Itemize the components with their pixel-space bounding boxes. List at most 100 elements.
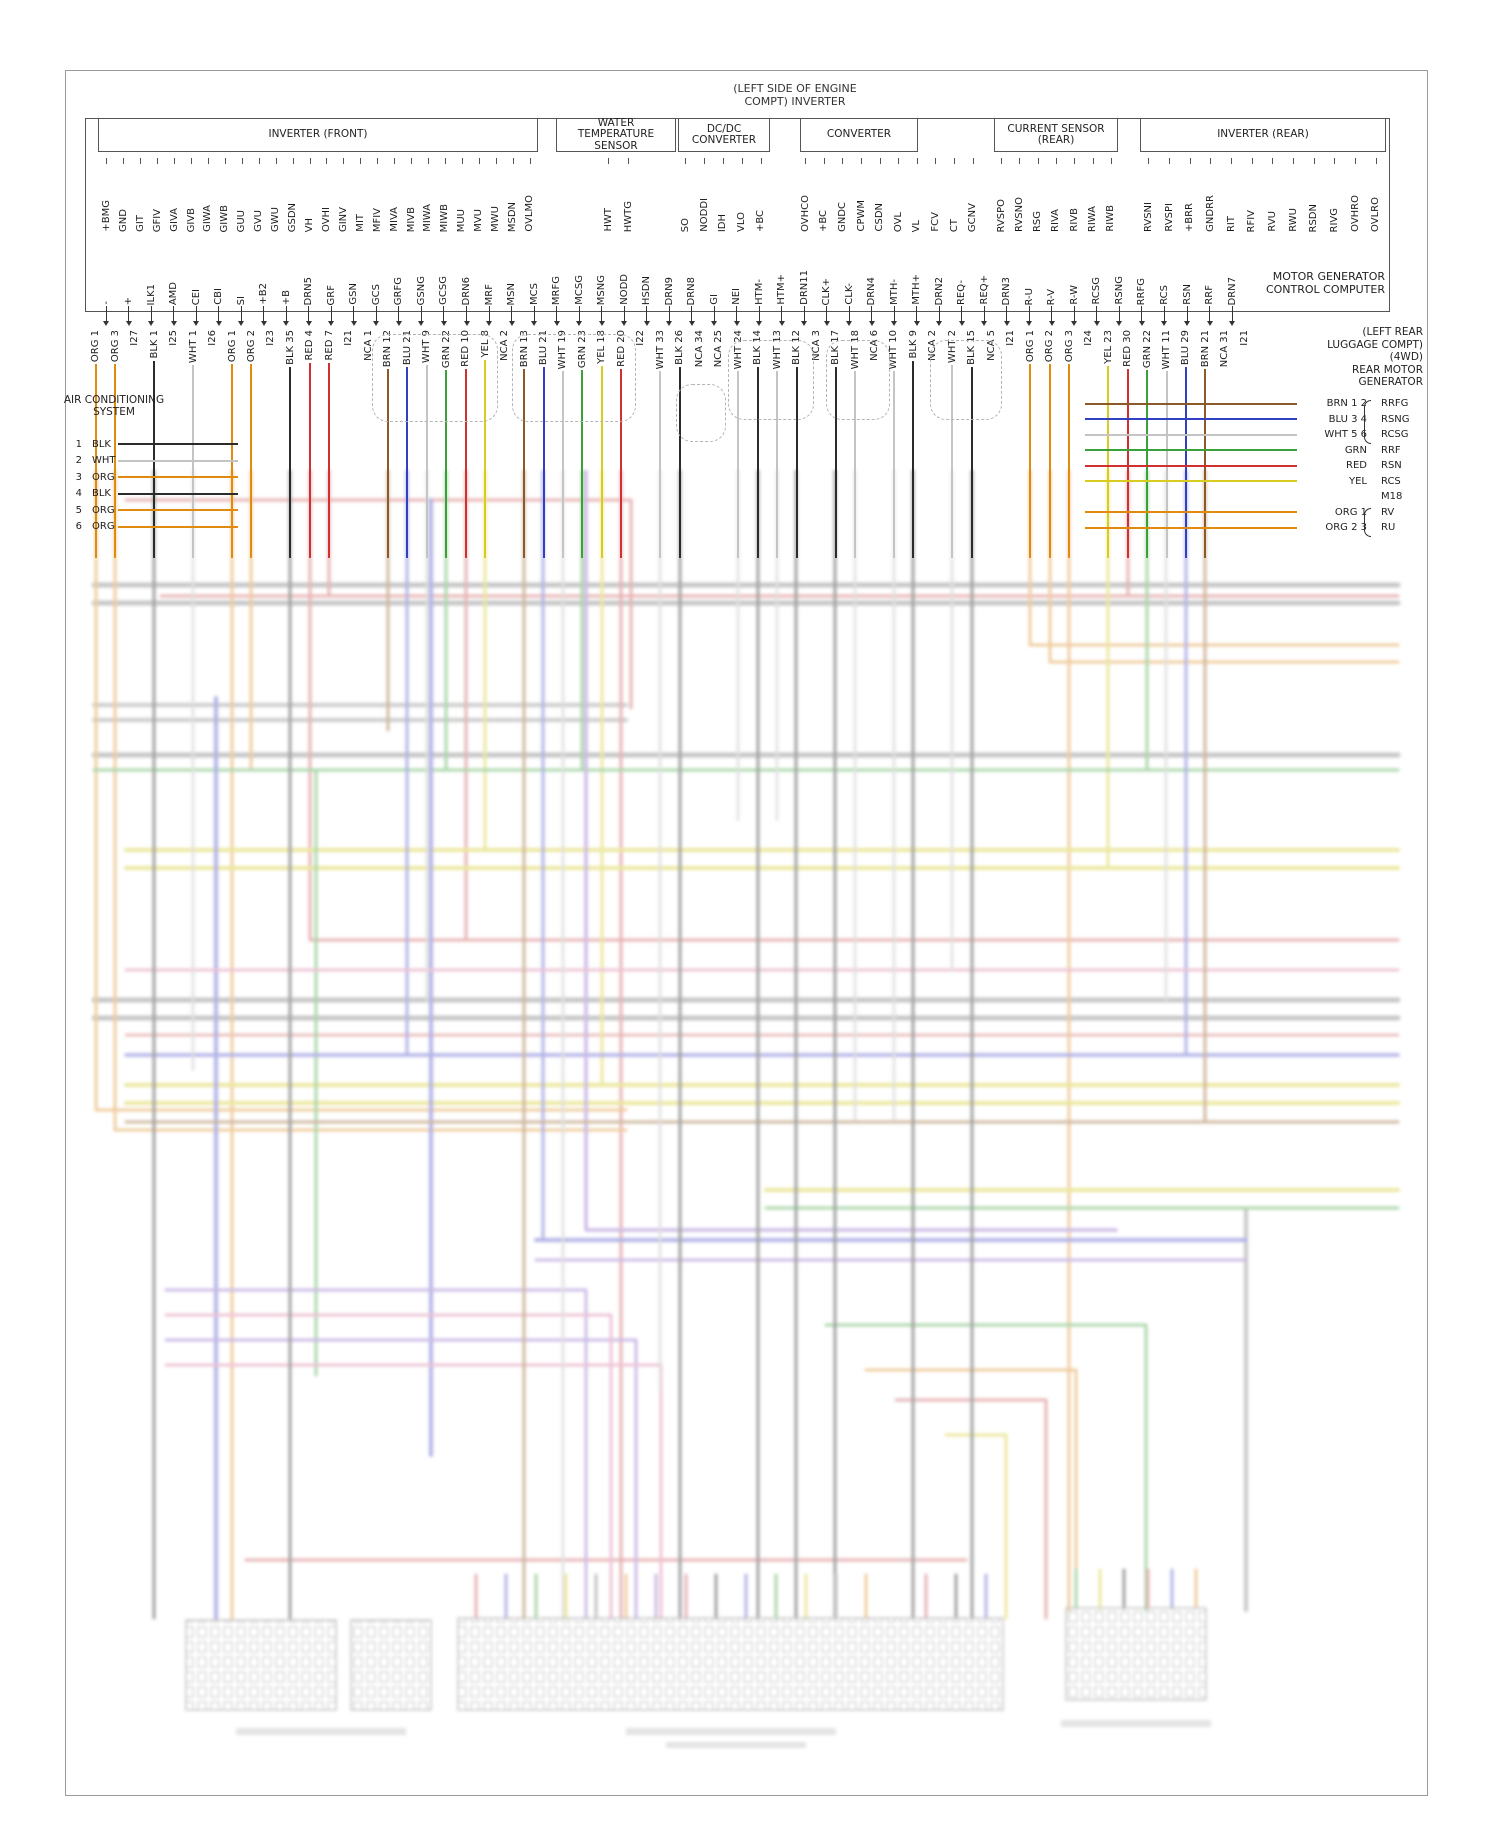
rear-location-line: (4WD) — [1389, 351, 1423, 363]
pin-label: GVU — [253, 210, 265, 232]
down-arrow-icon — [643, 321, 650, 326]
down-arrow-icon — [1093, 321, 1100, 326]
pin-tick — [275, 158, 277, 164]
pin-tick — [224, 158, 226, 164]
wire-line — [912, 360, 915, 558]
bottom-pin-cell: DRN2 — [928, 238, 951, 326]
wire-label: ORG 3 — [109, 330, 121, 363]
wire-label: ORG 3 — [1063, 330, 1075, 363]
down-arrow-icon — [215, 321, 222, 326]
bottom-pin-cell: DRN5 — [298, 238, 321, 326]
pin-label: RFIV — [1246, 209, 1258, 233]
pin-cell: CT — [945, 158, 964, 232]
bottom-pin-cell: GRF — [320, 238, 343, 326]
rear-wire-label: BLU 3 4 — [1328, 413, 1367, 425]
pin-tick — [444, 158, 446, 164]
pin-cell: MIWA — [420, 158, 437, 232]
wire-line — [1126, 368, 1129, 558]
pin-cell: VL — [908, 158, 927, 232]
wire-label: RED 7 — [323, 330, 335, 361]
pin-tick — [628, 158, 629, 164]
rear-row: ORG 1 RV — [1085, 505, 1425, 521]
bottom-pin-cell: CLK- — [838, 238, 861, 326]
bottom-pin-label: DRN4 — [866, 276, 878, 306]
wire-label: I26 — [207, 330, 219, 346]
wire-cell: RED 4 — [300, 330, 319, 558]
bottom-pin-label: REQ- — [956, 279, 968, 305]
pin-tick — [191, 158, 193, 164]
bottom-pin-cell: REQ- — [951, 238, 974, 326]
section-header-inverter-front: INVERTER (FRONT) — [98, 118, 538, 152]
pin-label: GINV — [337, 206, 349, 232]
wire-line — [854, 371, 857, 558]
down-arrow-icon — [440, 321, 447, 326]
bottom-pin-cell: CLK+ — [816, 238, 839, 326]
main-title: (LEFT SIDE OF ENGINE COMPT) INVERTER — [620, 82, 970, 108]
down-arrow-icon — [958, 321, 965, 326]
wire-line — [1068, 364, 1071, 558]
wire-cell: NCA 34 — [690, 330, 709, 558]
pin-tick — [760, 158, 762, 164]
pin-label: RIT — [1225, 215, 1237, 232]
pin-cell: +BC — [751, 158, 770, 232]
pin-cell: OVHCO — [796, 158, 815, 232]
pin-tick — [292, 158, 294, 164]
pin-stem — [893, 306, 895, 321]
wire-line — [678, 366, 681, 558]
pin-label: +BC — [755, 209, 767, 232]
pin-label: OVLRO — [1370, 197, 1382, 232]
pin-stem — [466, 306, 467, 321]
pin-stem — [556, 306, 558, 321]
ac-pin-number: 5 — [75, 504, 82, 516]
pin-stem — [353, 306, 355, 321]
wire-label: BLK 1 — [148, 330, 160, 359]
pin-cell: RSDN — [1303, 158, 1324, 232]
bottom-pin-cell: CEI — [185, 238, 208, 326]
down-arrow-icon — [1116, 321, 1123, 326]
rear-wire-label: YEL — [1349, 475, 1367, 487]
shield-outline — [676, 384, 726, 442]
bottom-pin-label: MCS — [528, 283, 540, 305]
wire-line — [970, 366, 973, 558]
ac-row: 6 ORG — [64, 519, 238, 536]
wire-label: BRN 21 — [1199, 330, 1211, 368]
pin-stem — [375, 306, 377, 321]
top-pins-rear: RVSNI RVSPI +BRR GNDRR RIT RFIV RVU RWU RSDN RIVG… — [1138, 158, 1386, 234]
wire-cell: ORG 2 — [1040, 330, 1059, 558]
pin-stem — [1096, 306, 1098, 321]
pin-cell: HWTG — [618, 158, 638, 232]
wire-cell: WHT 33 — [651, 330, 670, 558]
pin-tick — [1375, 158, 1377, 164]
wire-cell: RED 10 — [456, 330, 475, 558]
bottom-pin-label: MRF — [483, 283, 495, 305]
wire-label: ORG 1 — [1024, 330, 1036, 363]
wire-line — [1184, 367, 1187, 558]
wire-cell: BLK 26 — [670, 330, 689, 558]
rear-location-line: GENERATOR — [1358, 376, 1423, 388]
ac-row: 5 ORG — [64, 502, 238, 519]
bottom-pin-label: RCS — [1158, 285, 1170, 305]
pin-label: RIVG — [1328, 207, 1340, 233]
wire-cell: WHT 19 — [553, 330, 572, 558]
pin-cell: GINV — [335, 158, 352, 232]
wire-line — [795, 366, 798, 558]
pin-tick — [394, 158, 396, 164]
rear-wire-line — [1085, 402, 1297, 405]
pin-tick — [529, 158, 531, 164]
pin-label: HWT — [602, 208, 614, 232]
pin-stem — [1073, 306, 1075, 321]
pin-tick — [123, 158, 125, 164]
pin-tick — [935, 158, 937, 164]
pin-cell: RVSNI — [1138, 158, 1159, 232]
down-arrow-icon — [508, 321, 515, 326]
pin-stem — [398, 306, 400, 321]
pin-cell: MIVB — [403, 158, 420, 232]
wire-label: I25 — [168, 330, 180, 346]
down-arrow-icon — [418, 321, 425, 326]
wire-line — [1204, 369, 1207, 558]
bottom-pin-label: GSN — [348, 283, 360, 305]
pin-label: RVU — [1266, 211, 1278, 232]
pin-cell: RIWB — [1102, 158, 1120, 232]
pin-stem — [308, 306, 310, 321]
